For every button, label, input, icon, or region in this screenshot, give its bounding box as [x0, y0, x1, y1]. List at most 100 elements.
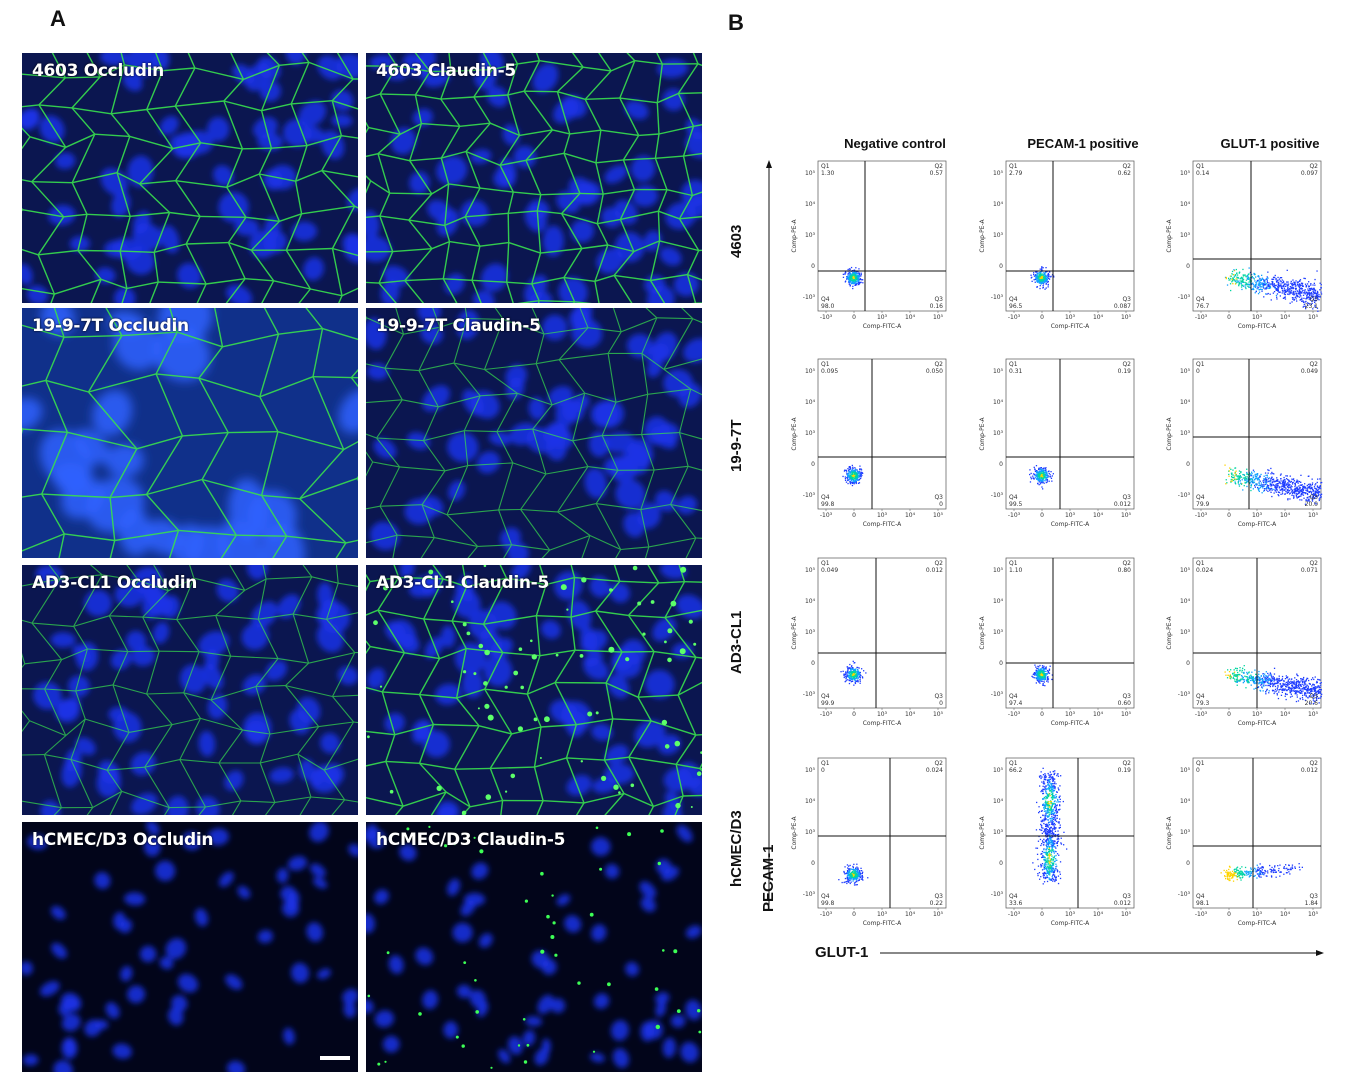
svg-text:0: 0 [999, 660, 1003, 667]
svg-text:0.087: 0.087 [1114, 303, 1131, 310]
svg-text:Q2: Q2 [934, 560, 943, 567]
flow-plot: -10³ 0 10³ 10⁴ 10⁵ 10⁵ 10⁴ 10³ 0 -10³ Comp-FITC-A C… [1165, 550, 1335, 727]
svg-text:10⁴: 10⁴ [1093, 512, 1104, 519]
svg-text:Comp-FITC-A: Comp-FITC-A [1051, 521, 1090, 528]
column-header: GLUT-1 positive [1220, 136, 1320, 151]
micrograph-image [366, 565, 702, 815]
svg-text:10⁵: 10⁵ [1308, 314, 1319, 321]
svg-text:10⁴: 10⁴ [1093, 314, 1104, 321]
svg-text:0.80: 0.80 [1118, 567, 1132, 574]
svg-text:0: 0 [1196, 368, 1200, 375]
svg-text:0: 0 [939, 700, 943, 707]
svg-text:10⁵: 10⁵ [1308, 512, 1319, 519]
svg-text:0: 0 [1227, 512, 1231, 519]
svg-text:99.9: 99.9 [821, 700, 835, 707]
svg-text:Q3: Q3 [934, 296, 943, 303]
svg-text:10⁵: 10⁵ [933, 711, 944, 718]
row-header: AD3-CL1 [728, 610, 745, 674]
svg-text:Comp-FITC-A: Comp-FITC-A [863, 720, 902, 727]
svg-text:Q4: Q4 [821, 494, 830, 501]
svg-text:10⁴: 10⁴ [805, 399, 816, 406]
svg-text:10⁴: 10⁴ [905, 711, 916, 718]
svg-text:-10³: -10³ [1195, 711, 1208, 718]
svg-text:10⁵: 10⁵ [1308, 711, 1319, 718]
svg-text:0: 0 [811, 461, 815, 468]
micrograph-4: 19-9-7T Claudin-5 [366, 308, 702, 558]
svg-text:10⁴: 10⁴ [1180, 598, 1191, 605]
svg-text:20.0: 20.0 [1305, 501, 1319, 508]
flow-plot: -10³ 0 10³ 10⁴ 10⁵ 10⁵ 10⁴ 10³ 0 -10³ Comp-FITC-A C… [1165, 153, 1335, 330]
svg-text:Q2: Q2 [934, 163, 943, 170]
micrograph-1: 4603 Occludin [22, 53, 358, 303]
svg-text:10⁴: 10⁴ [1180, 399, 1191, 406]
svg-text:10⁴: 10⁴ [1280, 711, 1291, 718]
svg-text:10⁴: 10⁴ [993, 598, 1004, 605]
x-axis-title: GLUT-1 [815, 944, 869, 961]
svg-text:Q1: Q1 [1196, 163, 1205, 170]
flow-plot: -10³ 0 10³ 10⁴ 10⁵ 10⁵ 10⁴ 10³ 0 -10³ Comp-FITC-A C… [790, 351, 960, 528]
svg-text:0.012: 0.012 [1114, 501, 1131, 508]
svg-text:Comp-PE-A: Comp-PE-A [979, 218, 986, 252]
svg-text:97.4: 97.4 [1009, 700, 1023, 707]
svg-text:10⁵: 10⁵ [805, 368, 816, 375]
y-axis-title: PECAM-1 [760, 844, 777, 912]
svg-text:Comp-PE-A: Comp-PE-A [979, 615, 986, 649]
svg-text:Q4: Q4 [1009, 296, 1018, 303]
flow-plot: -10³ 0 10³ 10⁴ 10⁵ 10⁵ 10⁴ 10³ 0 -10³ Comp-FITC-A C… [1165, 750, 1335, 927]
svg-text:Comp-PE-A: Comp-PE-A [1166, 416, 1173, 450]
svg-text:10³: 10³ [877, 314, 888, 321]
micrograph-7: hCMEC/D3 Occludin [22, 822, 358, 1072]
svg-text:10³: 10³ [1180, 232, 1191, 239]
flow-plot: -10³ 0 10³ 10⁴ 10⁵ 10⁵ 10⁴ 10³ 0 -10³ Comp-FITC-A C… [790, 550, 960, 727]
svg-text:10³: 10³ [1252, 711, 1263, 718]
svg-text:10⁴: 10⁴ [1093, 711, 1104, 718]
svg-text:Comp-PE-A: Comp-PE-A [1166, 218, 1173, 252]
svg-text:10³: 10³ [993, 430, 1004, 437]
svg-text:Comp-FITC-A: Comp-FITC-A [1238, 521, 1277, 528]
micrograph-label: hCMEC/D3 Occludin [32, 830, 214, 850]
svg-text:Q2: Q2 [1309, 163, 1318, 170]
svg-text:10⁴: 10⁴ [805, 598, 816, 605]
svg-text:Comp-PE-A: Comp-PE-A [1166, 615, 1173, 649]
svg-text:0: 0 [1227, 711, 1231, 718]
svg-text:10³: 10³ [1065, 711, 1076, 718]
svg-text:Q1: Q1 [821, 163, 830, 170]
row-header: 19-9-7T [728, 419, 745, 472]
flow-plot: -10³ 0 10³ 10⁴ 10⁵ 10⁵ 10⁴ 10³ 0 -10³ Comp-FITC-A C… [978, 750, 1148, 927]
svg-text:0: 0 [1040, 512, 1044, 519]
scale-bar [320, 1056, 350, 1060]
svg-text:10⁵: 10⁵ [993, 368, 1004, 375]
svg-text:10⁴: 10⁴ [1280, 314, 1291, 321]
svg-text:-10³: -10³ [803, 691, 816, 698]
micrograph-label: 4603 Occludin [32, 61, 164, 81]
svg-text:Comp-FITC-A: Comp-FITC-A [1238, 720, 1277, 727]
svg-text:0: 0 [999, 461, 1003, 468]
svg-text:10⁴: 10⁴ [993, 201, 1004, 208]
svg-text:Comp-PE-A: Comp-PE-A [791, 615, 798, 649]
micrograph-label: 4603 Claudin-5 [376, 61, 516, 81]
svg-text:0.31: 0.31 [1009, 368, 1023, 375]
svg-text:10⁵: 10⁵ [805, 567, 816, 574]
svg-text:Q3: Q3 [934, 693, 943, 700]
svg-text:-10³: -10³ [1008, 711, 1021, 718]
micrograph-image [22, 822, 358, 1072]
svg-text:0: 0 [852, 314, 856, 321]
svg-text:Comp-FITC-A: Comp-FITC-A [863, 323, 902, 330]
column-header: PECAM-1 positive [1027, 136, 1139, 151]
svg-text:10⁵: 10⁵ [1180, 170, 1191, 177]
svg-text:-10³: -10³ [803, 294, 816, 301]
micrograph-3: 19-9-7T Occludin [22, 308, 358, 558]
micrograph-image [366, 308, 702, 558]
svg-text:23.1: 23.1 [1305, 303, 1319, 310]
micrograph-label: 19-9-7T Claudin-5 [376, 316, 541, 336]
svg-text:1.30: 1.30 [821, 170, 835, 177]
svg-text:0: 0 [999, 263, 1003, 270]
svg-text:0: 0 [852, 512, 856, 519]
svg-text:0: 0 [1186, 461, 1190, 468]
svg-text:-10³: -10³ [820, 711, 833, 718]
svg-text:10³: 10³ [1252, 512, 1263, 519]
micrograph-image [366, 822, 702, 1072]
micrograph-label: AD3-CL1 Occludin [32, 573, 198, 593]
svg-text:Q1: Q1 [1009, 560, 1018, 567]
svg-text:10³: 10³ [877, 512, 888, 519]
